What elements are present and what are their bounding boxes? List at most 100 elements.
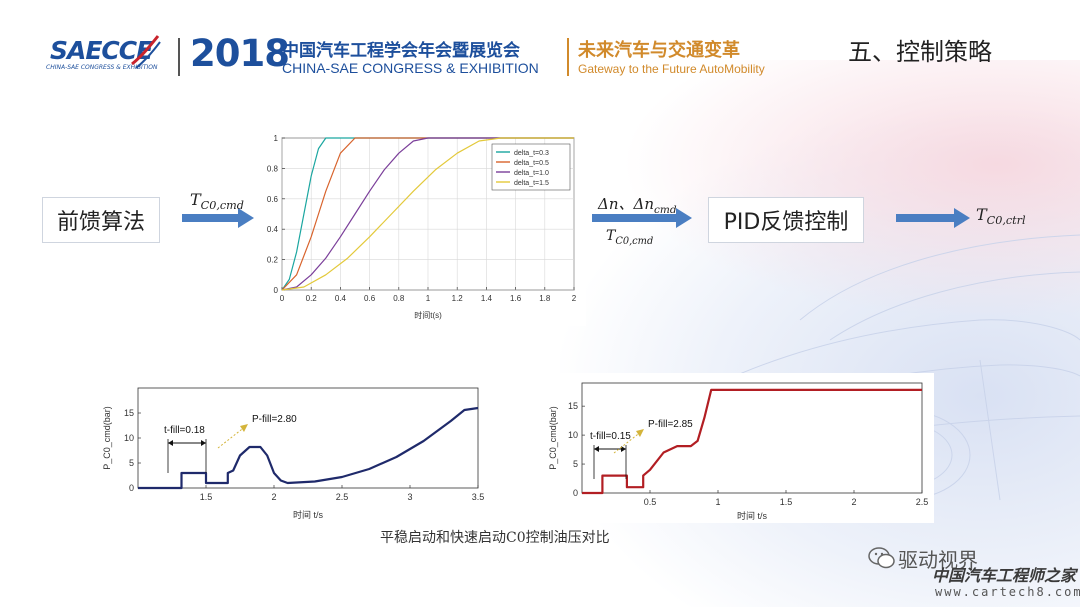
signal-sub: cmd (654, 204, 677, 216)
figure-caption: 平稳启动和快速启动C0控制油压对比 (380, 530, 610, 546)
series-line-4 (281, 137, 574, 291)
x-tick-label: 0 (280, 294, 285, 303)
header-theme-en: Gateway to the Future AutoMobility (578, 62, 765, 76)
series-line-1 (281, 137, 574, 291)
pfill-arrow-line (217, 425, 247, 449)
header-theme-cn: 未来汽车与交通变革 (578, 40, 740, 61)
x-tick-label: 1.8 (539, 294, 551, 303)
series-line-3 (281, 137, 574, 291)
tfill-arrowhead-left (168, 440, 173, 446)
arrow-ff-to-chart (182, 208, 254, 228)
smooth-start-chart-panel: 1.5 2 2.5 3 3.5 0 5 10 15 时间 t/s P_C0_cmd(bar) t-fi… (102, 378, 488, 523)
header-title-en: CHINA-SAE CONGRESS & EXHIBITION (282, 60, 539, 76)
y-tick-label: 0 (129, 483, 134, 493)
x-axis-label: 时间 t/s (737, 510, 768, 521)
x-axis-label: 时间 t/s (293, 509, 324, 520)
x-tick-label: 2.5 (916, 497, 929, 507)
y-tick-label: 0.2 (267, 256, 279, 265)
pfill-arrowhead (636, 429, 644, 437)
watermark-account: 驱动视界 (898, 548, 978, 572)
tfill-annotation: t-fill=0.15 (590, 431, 631, 442)
signal-main: T (606, 228, 616, 244)
x-tick-label: 3 (407, 492, 412, 502)
pfill-annotation: P-fill=2.85 (648, 419, 693, 430)
header-divider (178, 38, 180, 76)
wechat-icon (868, 547, 895, 569)
legend-label-3: delta_t=1.0 (514, 170, 549, 177)
signal-main: T (190, 190, 201, 209)
header-year: 2018 (190, 32, 290, 75)
pid-box: PID反馈控制 (708, 197, 864, 243)
tfill-arrowhead-right (621, 446, 626, 452)
arrow-chart-to-pid (592, 208, 692, 228)
legend-label-1: delta_t=0.3 (514, 150, 549, 157)
series-line-1 (138, 406, 479, 490)
page-title: 五、控制策略 (848, 38, 992, 66)
signal-main: T (976, 205, 987, 224)
tfill-arrowhead-right (201, 440, 206, 446)
y-tick-label: 0 (274, 286, 279, 295)
feedforward-chart: 0 0.2 0.4 0.6 0.8 1 1.2 1.4 1.6 1.8 2 0 0.2 0.4 0.6 0.8… (267, 134, 577, 320)
y-tick-label: 0.8 (267, 164, 279, 173)
x-tick-label: 2.5 (336, 492, 349, 502)
tfill-arrowhead-left (594, 446, 599, 452)
y-tick-label: 0.4 (267, 225, 279, 234)
y-tick-label: 15 (568, 401, 578, 411)
series-line-1 (582, 388, 922, 495)
legend-label-4: delta_t=1.5 (514, 180, 549, 187)
pid-label: PID反馈控制 (723, 210, 849, 235)
logo-subtitle: CHINA-SAE CONGRESS & EXHIBITION (46, 64, 158, 71)
fast-start-chart: 0.5 1 1.5 2 2.5 0 5 10 15 时间 t/s P_C0_cmd(bar) t-fi… (548, 382, 929, 521)
signal-sub: C0,cmd (615, 235, 654, 247)
x-tick-label: 0.4 (335, 294, 347, 303)
x-tick-label: 0.2 (306, 294, 318, 303)
feedforward-label: 前馈算法 (56, 210, 145, 235)
signal-sub: C0,cmd (200, 199, 244, 213)
x-tick-label: 1.5 (780, 497, 793, 507)
signal-tc0-ctrl: TC0,ctrl (976, 205, 1026, 227)
signal-tc0-cmd-1: TC0,cmd (190, 190, 244, 212)
y-axis-label: P_C0_cmd(bar) (102, 406, 112, 470)
y-tick-label: 1 (274, 134, 279, 143)
x-tick-label: 3.5 (472, 492, 485, 502)
y-tick-label: 15 (124, 408, 134, 418)
x-tick-label: 0.5 (644, 497, 657, 507)
x-tick-label: 1.6 (510, 294, 522, 303)
signal-delta-n: Δn、Δncmd (598, 193, 677, 216)
logo-swoosh-icon (131, 35, 161, 69)
x-tick-label: 1.2 (452, 294, 464, 303)
x-axis-label: 时间t(s) (414, 310, 442, 320)
pfill-annotation: P-fill=2.80 (252, 414, 297, 425)
x-tick-label: 1.4 (481, 294, 493, 303)
tfill-annotation: t-fill=0.18 (164, 425, 205, 436)
y-tick-label: 0 (573, 488, 578, 498)
arrow-pid-to-output (896, 208, 970, 228)
header-title-cn: 中国汽车工程学会年会暨展览会 (282, 41, 520, 61)
y-tick-label: 0.6 (267, 195, 279, 204)
pfill-arrowhead (240, 424, 248, 432)
x-tick-label: 1 (426, 294, 431, 303)
feedforward-box: 前馈算法 (42, 197, 160, 243)
x-tick-label: 2 (271, 492, 276, 502)
theme-divider (567, 38, 569, 76)
y-tick-label: 5 (573, 459, 578, 469)
x-tick-label: 1 (715, 497, 720, 507)
pink-wash (620, 60, 1080, 320)
signal-main: Δn、Δn (598, 195, 654, 213)
plot-frame (581, 382, 923, 494)
series-line-2 (281, 137, 574, 291)
plot-frame (137, 387, 479, 489)
x-tick-label: 1.5 (200, 492, 213, 502)
fast-start-chart-panel: 0.5 1 1.5 2 2.5 0 5 10 15 时间 t/s P_C0_cmd(bar) t-fi… (548, 373, 934, 523)
pfill-arrow-line (613, 430, 643, 454)
smooth-start-chart: 1.5 2 2.5 3 3.5 0 5 10 15 时间 t/s P_C0_cmd(bar) t-fi… (102, 387, 485, 520)
y-axis-label: P_C0_cmd(bar) (548, 406, 558, 470)
x-tick-label: 0.8 (393, 294, 405, 303)
watermark-site-cn: 中国汽车工程师之家 (932, 566, 1077, 585)
legend-label-2: delta_t=0.5 (514, 160, 549, 167)
feedforward-chart-panel: 0 0.2 0.4 0.6 0.8 1 1.2 1.4 1.6 1.8 2 0 0.2 0.4 0.6 0.8… (260, 126, 586, 326)
x-tick-label: 2 (851, 497, 856, 507)
y-tick-label: 10 (568, 430, 578, 440)
x-tick-label: 0.6 (364, 294, 376, 303)
